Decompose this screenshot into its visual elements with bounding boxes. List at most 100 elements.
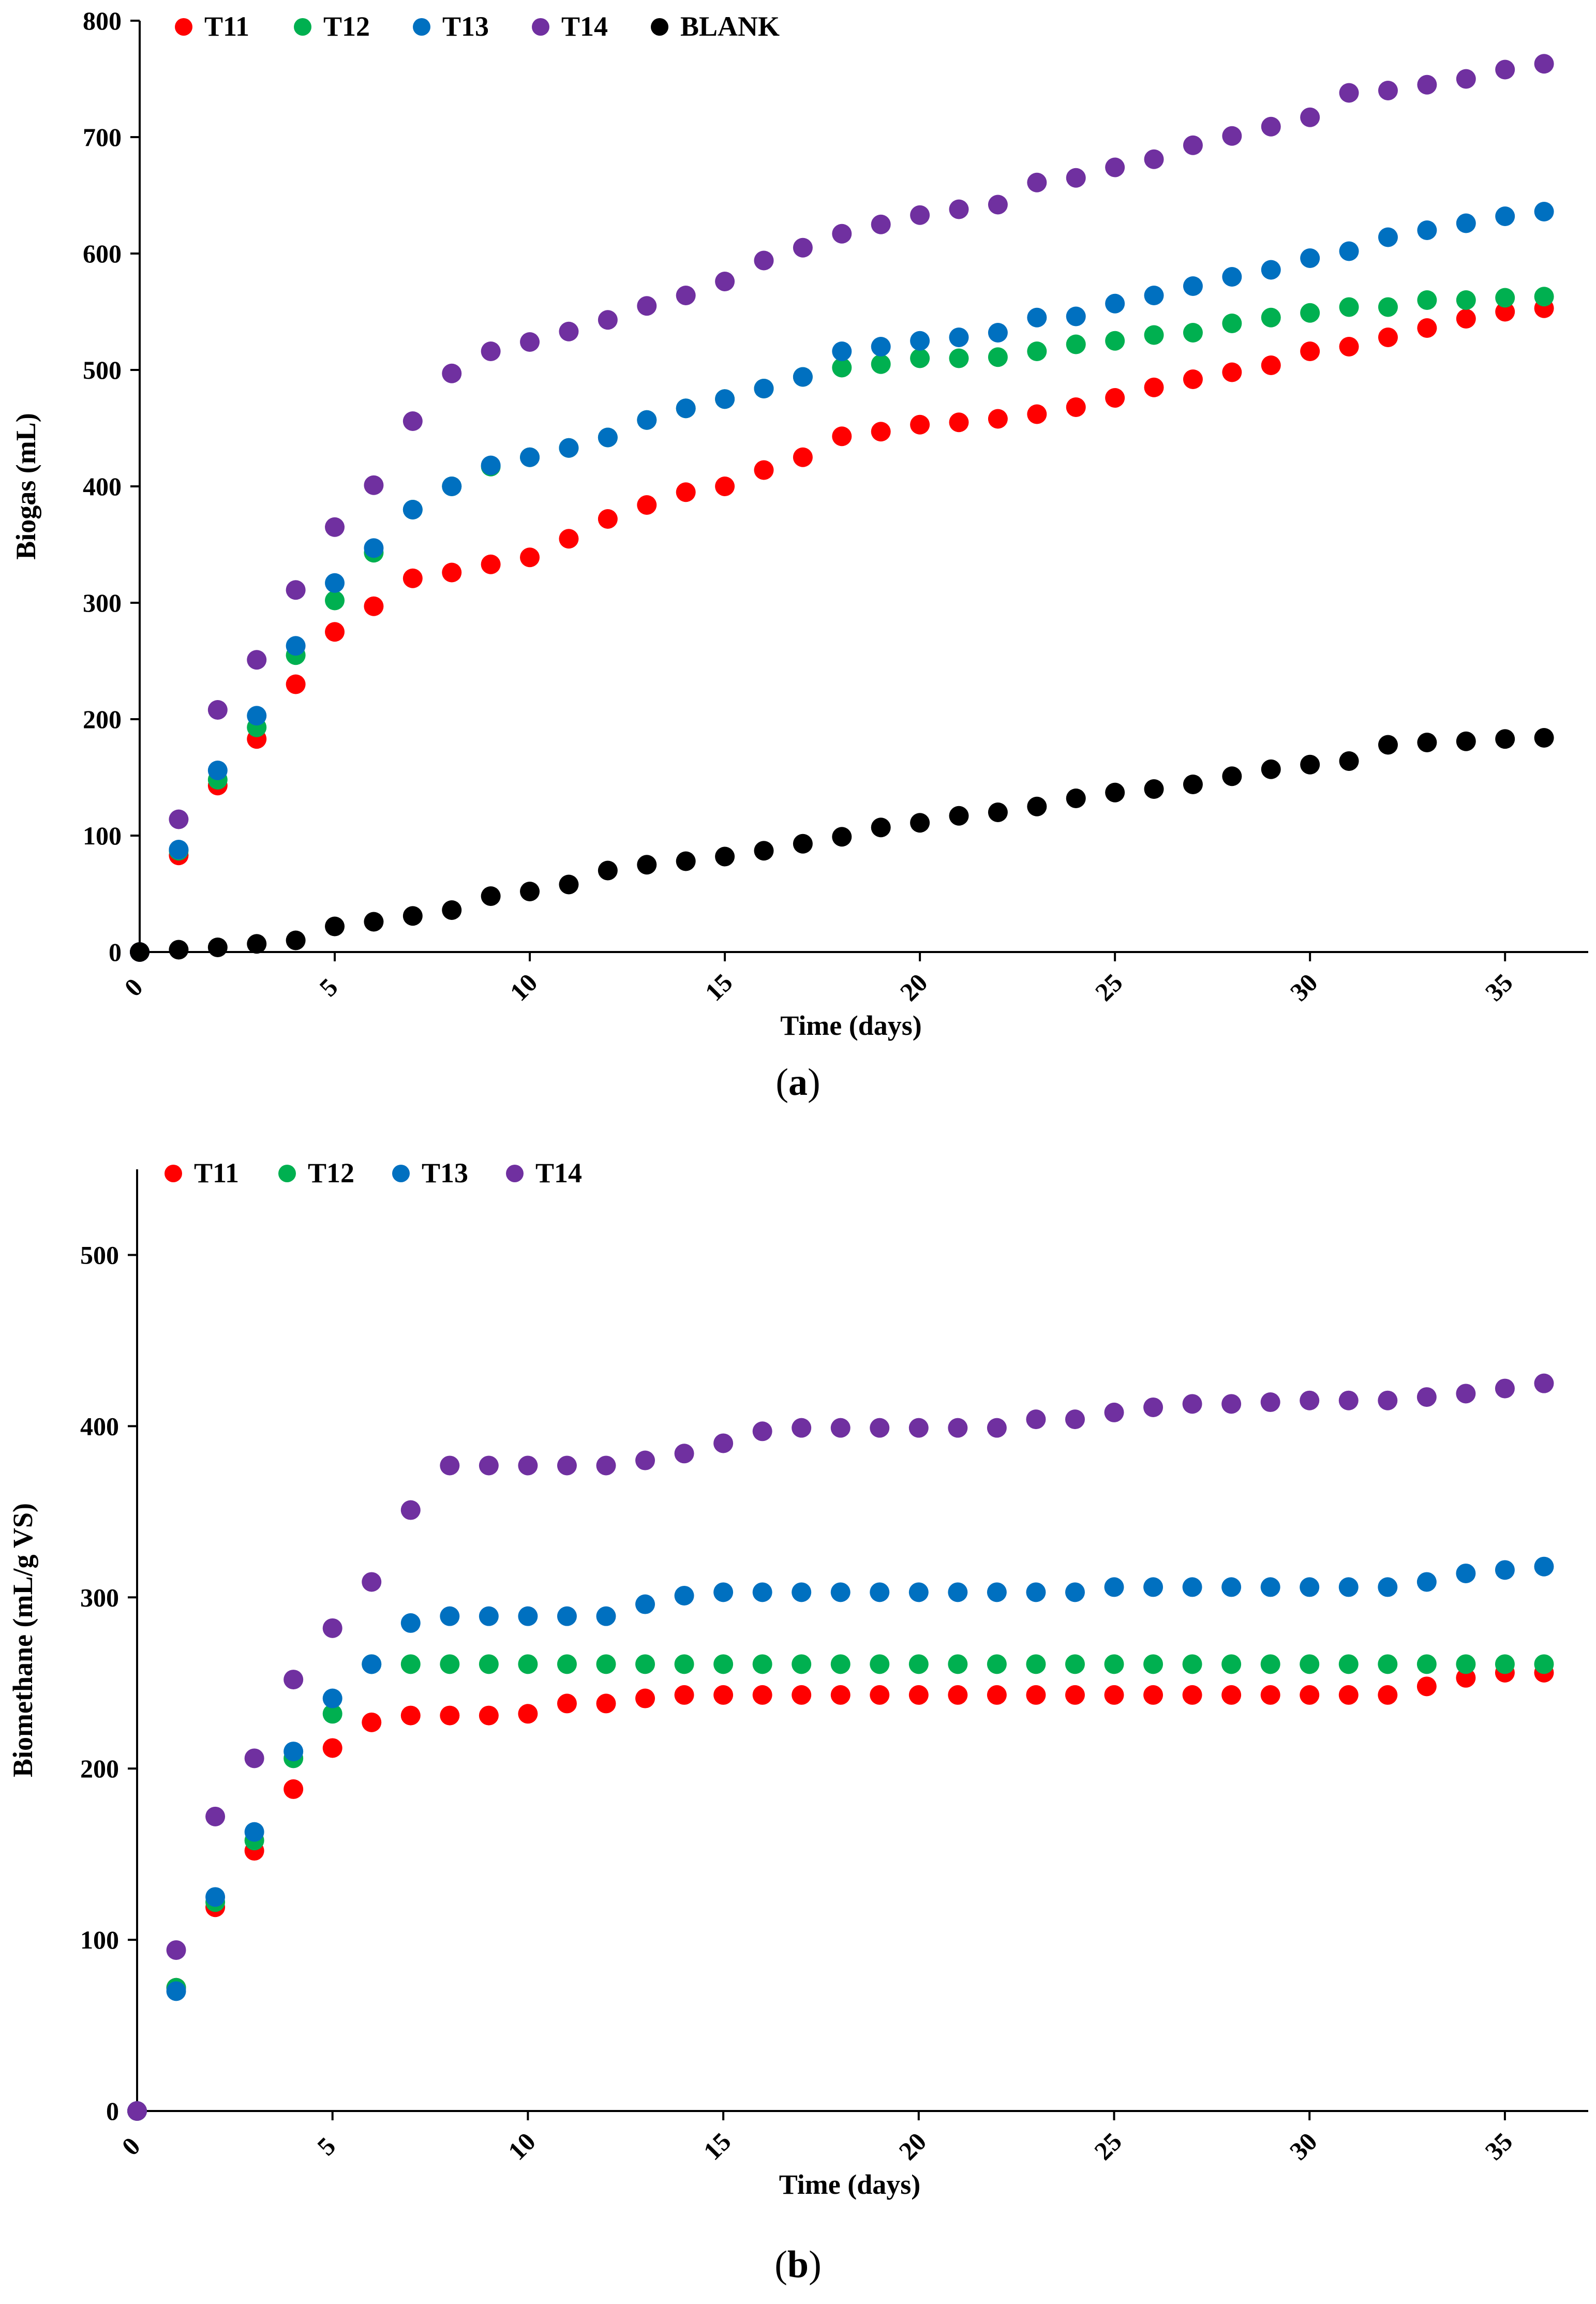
data-point-t11 bbox=[1144, 377, 1164, 397]
data-point-t12 bbox=[1378, 1654, 1398, 1674]
caption-a-letter: a bbox=[788, 1061, 808, 1104]
y-tick-label: 300 bbox=[80, 1583, 119, 1612]
legend-marker-t12 bbox=[294, 18, 311, 36]
series-t14 bbox=[127, 1373, 1554, 2121]
data-point-blank bbox=[910, 813, 930, 833]
series-t13 bbox=[127, 1556, 1554, 2121]
y-axis-title: Biogas (mL) bbox=[10, 413, 41, 560]
data-point-t13 bbox=[481, 455, 501, 475]
data-point-t14 bbox=[792, 1418, 812, 1438]
data-point-blank bbox=[325, 916, 345, 937]
data-point-t13 bbox=[364, 538, 384, 558]
data-point-blank bbox=[598, 860, 618, 881]
data-point-t13 bbox=[169, 840, 189, 859]
data-point-blank bbox=[130, 942, 150, 962]
data-point-t13 bbox=[166, 1981, 186, 2001]
legend-label-t14: T14 bbox=[561, 11, 608, 42]
data-point-t13 bbox=[1339, 241, 1359, 261]
data-point-t14 bbox=[1300, 107, 1320, 127]
data-point-t14 bbox=[166, 1940, 186, 1960]
data-point-t11 bbox=[284, 1779, 304, 1799]
data-point-t11 bbox=[715, 477, 735, 496]
data-point-blank bbox=[207, 938, 228, 957]
data-point-t11 bbox=[1182, 1685, 1202, 1705]
data-point-t11 bbox=[1066, 397, 1086, 417]
data-point-t13 bbox=[559, 438, 579, 458]
series-blank bbox=[130, 728, 1554, 962]
series-t13 bbox=[130, 202, 1554, 962]
data-point-t12 bbox=[1261, 307, 1281, 328]
data-point-t13 bbox=[832, 341, 852, 361]
data-point-t14 bbox=[205, 1806, 226, 1826]
data-point-t12 bbox=[1027, 341, 1047, 361]
y-tick-label: 500 bbox=[80, 1240, 119, 1269]
data-point-blank bbox=[559, 874, 579, 895]
data-point-t13 bbox=[1534, 1556, 1554, 1577]
data-point-t14 bbox=[169, 809, 189, 829]
data-point-t11 bbox=[1300, 341, 1320, 361]
data-point-t14 bbox=[1456, 1384, 1476, 1404]
data-point-t14 bbox=[127, 2101, 147, 2121]
y-tick-label: 200 bbox=[80, 1754, 119, 1783]
legend-label-t13: T13 bbox=[442, 11, 489, 42]
data-point-t13 bbox=[1143, 1577, 1164, 1597]
data-point-t14 bbox=[1104, 1402, 1124, 1422]
data-point-t11 bbox=[557, 1693, 577, 1714]
data-point-t13 bbox=[596, 1606, 616, 1626]
data-point-t14 bbox=[1378, 1390, 1398, 1410]
data-point-t14 bbox=[713, 1433, 734, 1453]
data-point-t13 bbox=[830, 1582, 851, 1602]
data-point-t14 bbox=[440, 1455, 460, 1476]
data-point-t12 bbox=[1065, 1654, 1085, 1674]
data-point-blank bbox=[1378, 735, 1398, 755]
data-point-t12 bbox=[1183, 323, 1203, 343]
data-point-t14 bbox=[1300, 1390, 1320, 1410]
data-point-t11 bbox=[1300, 1685, 1320, 1705]
data-point-t14 bbox=[637, 296, 657, 316]
data-point-t13 bbox=[637, 410, 657, 430]
data-point-t11 bbox=[479, 1705, 499, 1726]
data-point-t13 bbox=[247, 706, 267, 726]
data-point-t11 bbox=[832, 426, 852, 447]
y-tick-label: 400 bbox=[83, 472, 122, 501]
data-point-t14 bbox=[479, 1455, 499, 1476]
data-point-t12 bbox=[1144, 325, 1164, 345]
data-point-t14 bbox=[871, 214, 891, 234]
data-point-t12 bbox=[557, 1654, 577, 1674]
data-point-t13 bbox=[910, 331, 930, 351]
data-point-t12 bbox=[1105, 331, 1125, 351]
data-point-t11 bbox=[520, 547, 540, 568]
data-point-t12 bbox=[596, 1654, 616, 1674]
data-point-t14 bbox=[1416, 1387, 1437, 1407]
data-point-t12 bbox=[830, 1654, 851, 1674]
data-point-t12 bbox=[910, 348, 930, 368]
data-point-t13 bbox=[284, 1742, 304, 1762]
data-point-t13 bbox=[870, 1582, 890, 1602]
data-point-t12 bbox=[1182, 1654, 1202, 1674]
data-point-t12 bbox=[792, 1654, 812, 1674]
data-point-t13 bbox=[948, 1582, 968, 1602]
data-point-t14 bbox=[364, 475, 384, 495]
data-point-t13 bbox=[520, 447, 540, 467]
data-point-blank bbox=[169, 940, 189, 960]
data-point-t13 bbox=[557, 1606, 577, 1626]
data-point-t14 bbox=[754, 250, 774, 271]
legend-marker-blank bbox=[651, 18, 668, 36]
data-point-blank bbox=[871, 817, 891, 838]
data-point-t13 bbox=[1065, 1582, 1085, 1602]
data-point-t14 bbox=[1027, 172, 1047, 192]
data-point-t14 bbox=[400, 1500, 421, 1520]
data-point-t14 bbox=[1026, 1409, 1046, 1430]
data-point-t13 bbox=[752, 1582, 772, 1602]
x-tick-label: 15 bbox=[699, 968, 738, 1007]
data-point-t14 bbox=[247, 650, 267, 670]
x-tick-label: 35 bbox=[1480, 968, 1518, 1007]
data-point-t11 bbox=[1065, 1685, 1085, 1705]
data-point-t13 bbox=[1261, 260, 1281, 280]
data-point-t14 bbox=[870, 1418, 890, 1438]
data-point-t12 bbox=[635, 1654, 655, 1674]
data-point-t14 bbox=[1183, 135, 1203, 155]
data-point-t12 bbox=[988, 347, 1008, 367]
y-axis-title: Biomethane (mL/g VS) bbox=[7, 1503, 38, 1777]
data-point-t13 bbox=[1495, 1560, 1515, 1580]
